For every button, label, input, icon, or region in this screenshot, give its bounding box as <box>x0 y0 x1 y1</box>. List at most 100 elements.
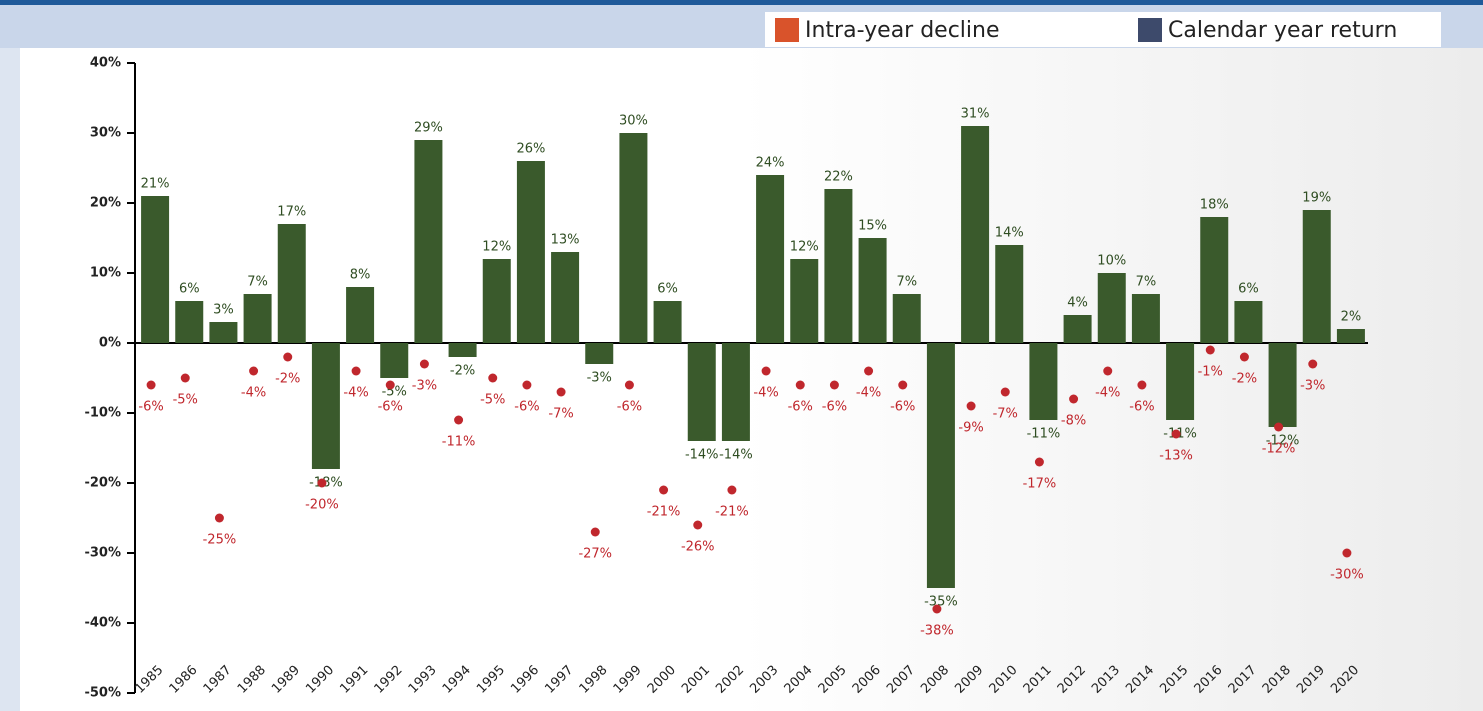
y-tick-label: -10% <box>84 406 121 421</box>
bar <box>585 343 614 364</box>
y-tick-label: 20% <box>90 196 121 211</box>
bar <box>1302 210 1331 343</box>
decline-label: -4% <box>1095 386 1120 401</box>
bar <box>1166 343 1195 420</box>
bar <box>1131 294 1160 343</box>
bar-label: 6% <box>1238 282 1259 297</box>
bar <box>448 343 477 357</box>
bar <box>209 322 238 343</box>
decline-dot <box>1239 352 1249 362</box>
decline-label: -4% <box>856 386 881 401</box>
bar-label: 21% <box>141 177 170 192</box>
decline-label: -3% <box>412 379 437 394</box>
decline-dot <box>932 604 942 614</box>
bar <box>380 343 409 378</box>
decline-dot <box>419 359 429 369</box>
bar <box>277 224 306 343</box>
decline-label: -6% <box>1129 400 1154 415</box>
bar <box>1268 343 1297 427</box>
decline-label: -11% <box>442 435 476 450</box>
decline-label: -5% <box>173 393 198 408</box>
decline-label: -2% <box>1232 372 1257 387</box>
decline-dot <box>283 352 293 362</box>
bar-label: 15% <box>858 219 887 234</box>
decline-label: -4% <box>753 386 778 401</box>
bar <box>653 301 682 343</box>
bar <box>1097 273 1126 343</box>
decline-dot <box>693 520 703 530</box>
y-tick-label: -40% <box>84 616 121 631</box>
decline-dot <box>214 513 224 523</box>
bar <box>551 252 580 343</box>
decline-dot <box>488 373 498 383</box>
bar <box>516 161 545 343</box>
bar-label: 18% <box>1200 198 1229 213</box>
decline-label: -21% <box>715 505 749 520</box>
decline-dot <box>1205 345 1215 355</box>
decline-dot <box>659 485 669 495</box>
decline-dot <box>761 366 771 376</box>
decline-dot <box>146 380 156 390</box>
bar-label: 12% <box>790 240 819 255</box>
y-tick-label: -20% <box>84 476 121 491</box>
bar-label: -14% <box>685 448 719 463</box>
bar <box>892 294 921 343</box>
decline-dot <box>556 387 566 397</box>
decline-label: -25% <box>203 533 237 548</box>
decline-label: -6% <box>514 400 539 415</box>
decline-dot <box>898 380 908 390</box>
bar <box>1336 329 1365 343</box>
decline-dot <box>249 366 259 376</box>
bar-label: 17% <box>277 205 306 220</box>
bar-label: 14% <box>995 226 1024 241</box>
bar <box>175 301 204 343</box>
decline-dot <box>317 478 327 488</box>
bar-label: -2% <box>450 364 475 379</box>
bar-label: 7% <box>896 275 917 290</box>
bar <box>141 196 170 343</box>
bar <box>721 343 750 441</box>
legend-swatch <box>775 18 799 42</box>
decline-label: -9% <box>958 421 983 436</box>
decline-dot <box>1308 359 1318 369</box>
y-tick-label: 30% <box>90 126 121 141</box>
decline-label: -5% <box>480 393 505 408</box>
decline-dot <box>864 366 874 376</box>
decline-label: -4% <box>343 386 368 401</box>
decline-dot <box>1103 366 1113 376</box>
decline-label: -38% <box>920 624 954 639</box>
bar-label: 8% <box>350 268 371 283</box>
bar <box>824 189 853 343</box>
bar <box>482 259 511 343</box>
decline-dot <box>795 380 805 390</box>
bar-label: -35% <box>924 595 958 610</box>
decline-dot <box>1342 548 1352 558</box>
bar-label: 31% <box>961 107 990 122</box>
decline-dot <box>727 485 737 495</box>
bar-label: 10% <box>1097 254 1126 269</box>
bar-label: 6% <box>657 282 678 297</box>
decline-dot <box>1034 457 1044 467</box>
decline-dot <box>966 401 976 411</box>
decline-label: -21% <box>647 505 681 520</box>
decline-dot <box>1000 387 1010 397</box>
bar <box>346 287 375 343</box>
y-tick-label: -50% <box>84 686 121 701</box>
bar-label: 7% <box>247 275 268 290</box>
decline-label: -17% <box>1023 477 1057 492</box>
decline-label: -1% <box>1198 365 1223 380</box>
bar <box>790 259 819 343</box>
bar <box>756 175 785 343</box>
decline-dot <box>180 373 190 383</box>
bar-label: 24% <box>756 156 785 171</box>
side-band <box>0 0 20 711</box>
bar-label: 26% <box>516 142 545 157</box>
y-tick-label: 0% <box>99 336 121 351</box>
bar <box>1234 301 1263 343</box>
bar-label: -3% <box>587 371 612 386</box>
legend-label: Intra-year decline <box>805 18 1000 43</box>
bar <box>243 294 272 343</box>
decline-dot <box>1171 429 1181 439</box>
bar <box>311 343 340 469</box>
